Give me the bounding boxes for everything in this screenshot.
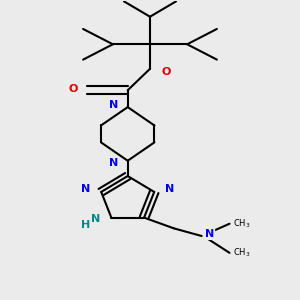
Text: N: N xyxy=(109,158,119,168)
Text: O: O xyxy=(161,67,170,77)
Text: N: N xyxy=(165,184,175,194)
Text: N: N xyxy=(81,184,90,194)
Text: CH$_3$: CH$_3$ xyxy=(232,247,250,259)
Text: CH$_3$: CH$_3$ xyxy=(232,218,250,230)
Text: O: O xyxy=(68,84,78,94)
Text: N: N xyxy=(91,214,100,224)
Text: N: N xyxy=(109,100,119,110)
Text: H: H xyxy=(81,220,90,230)
Text: N: N xyxy=(206,230,214,239)
